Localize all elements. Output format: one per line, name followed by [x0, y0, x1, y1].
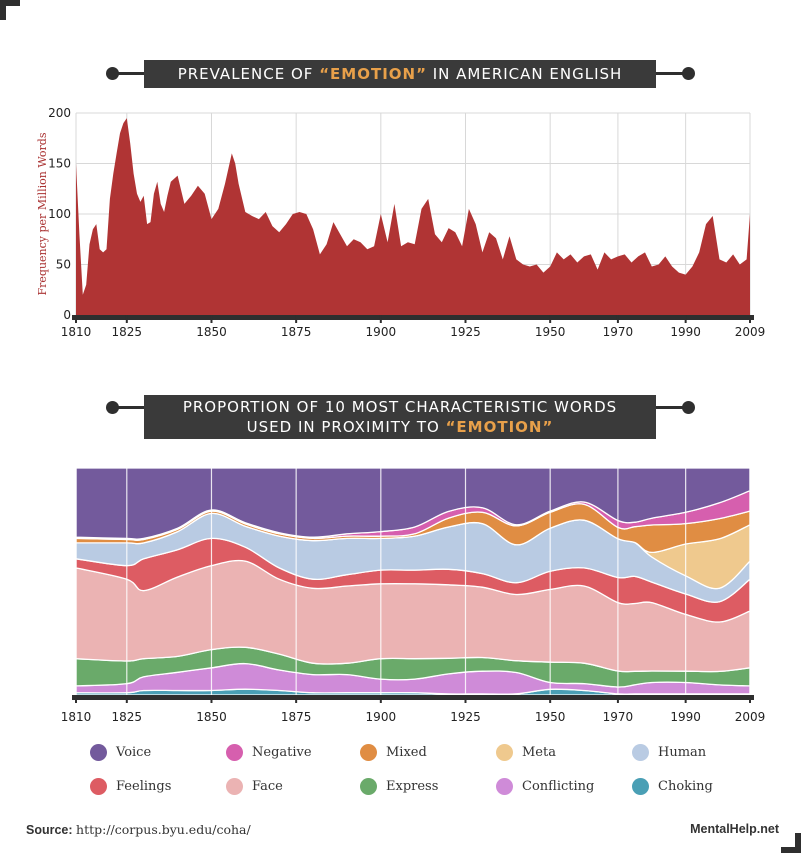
legend-label: Mixed: [386, 745, 427, 760]
legend-label: Face: [252, 779, 283, 794]
area-title-highlight: “EMOTION”: [319, 65, 427, 83]
y-axis-label: Frequency per Million Words: [36, 132, 49, 295]
legend-swatch: [496, 744, 513, 761]
source-footer: Source: http://corpus.byu.edu/coha/: [26, 822, 251, 837]
source-link[interactable]: http://corpus.byu.edu/coha/: [76, 822, 251, 837]
legend-swatch: [226, 744, 243, 761]
legend-label: Feelings: [116, 779, 172, 794]
x-tick-label: 1825: [112, 710, 143, 724]
x-tick-label: 2009: [735, 325, 766, 339]
banner-dot-left: [106, 401, 119, 414]
frequency-area: [76, 118, 750, 315]
x-tick-label: 1875: [281, 710, 312, 724]
brand-footer: MentalHelp.net: [690, 822, 779, 836]
stack-layers: [75, 467, 751, 696]
x-tick-label: 1925: [450, 710, 481, 724]
corner-bracket-top-left-vertical: [0, 0, 6, 20]
legend-label: Choking: [658, 779, 713, 794]
legend-label: Meta: [522, 745, 556, 760]
area-title-suffix: IN AMERICAN ENGLISH: [426, 65, 623, 83]
x-axis: [72, 695, 754, 700]
y-tick-label: 50: [56, 258, 71, 272]
legend-swatch: [90, 744, 107, 761]
banner-dot-right: [682, 401, 695, 414]
x-tick-label: 1970: [603, 325, 634, 339]
x-tick-label: 1950: [535, 710, 566, 724]
source-label: Source:: [26, 823, 73, 837]
y-tick-label: 0: [63, 308, 71, 322]
banner-dot-left: [106, 67, 119, 80]
corner-bracket-bottom-right-vertical: [795, 833, 801, 853]
x-tick-label: 1990: [670, 710, 701, 724]
x-tick-label: 1810: [61, 710, 92, 724]
legend-swatch: [226, 778, 243, 795]
legend-label: Negative: [252, 745, 312, 760]
x-tick-label: 1970: [603, 710, 634, 724]
stack-title-highlight: “EMOTION”: [445, 418, 554, 436]
legend-item-choking: Choking: [632, 778, 713, 795]
legend-item-express: Express: [360, 778, 438, 795]
x-tick-label: 1900: [366, 325, 397, 339]
legend-item-conflicting: Conflicting: [496, 778, 594, 795]
legend-swatch: [360, 744, 377, 761]
x-tick-label: 1950: [535, 325, 566, 339]
y-tick-label: 200: [48, 106, 71, 120]
x-tick-label: 1900: [366, 710, 397, 724]
legend-swatch: [496, 778, 513, 795]
x-axis: [72, 315, 754, 320]
banner-dot-right: [682, 67, 695, 80]
legend-label: Express: [386, 779, 439, 794]
proportion-stacked-chart: 1810 1825 1850 1875 1900 1925 1950 1970 1990 2009: [61, 467, 766, 724]
x-tick-label: 1850: [196, 325, 227, 339]
brand-name[interactable]: MentalHelp.net: [690, 822, 779, 836]
legend-label: Voice: [116, 745, 152, 760]
legend-item-feelings: Feelings: [90, 778, 171, 795]
area-chart-title: PREVALENCE OF “EMOTION” IN AMERICAN ENGL…: [144, 60, 656, 88]
legend-item-face: Face: [226, 778, 283, 795]
x-tick-label: 1990: [670, 325, 701, 339]
x-tick-label: 1875: [281, 325, 312, 339]
x-tick-label: 1925: [450, 325, 481, 339]
legend-item-negative: Negative: [226, 744, 312, 761]
x-tick-label: 1825: [112, 325, 143, 339]
area-title-prefix: PREVALENCE OF: [177, 65, 320, 83]
stack-title-line2: USED IN PROXIMITY TO “EMOTION”: [144, 417, 656, 437]
legend-swatch: [632, 744, 649, 761]
stack-chart-title: PROPORTION OF 10 MOST CHARACTERISTIC WOR…: [144, 395, 656, 439]
y-tick-label: 100: [48, 207, 71, 221]
corner-bracket-top-left: [0, 0, 20, 6]
legend-swatch: [632, 778, 649, 795]
legend-item-human: Human: [632, 744, 706, 761]
legend-item-mixed: Mixed: [360, 744, 427, 761]
stack-title-prefix: USED IN PROXIMITY TO: [246, 418, 446, 436]
legend-swatch: [360, 778, 377, 795]
corner-bracket-bottom-right: [781, 847, 801, 853]
legend-label: Conflicting: [522, 779, 595, 794]
legend-label: Human: [658, 745, 707, 760]
x-tick-label: 1850: [196, 710, 227, 724]
legend-item-voice: Voice: [90, 744, 151, 761]
legend-swatch: [90, 778, 107, 795]
stack-title-line1: PROPORTION OF 10 MOST CHARACTERISTIC WOR…: [182, 398, 618, 416]
frequency-area-chart: 0 50 100 150 200 1810 1825 1850 1875 1900 1925 1950…: [36, 106, 766, 339]
x-tick-label: 1810: [61, 325, 92, 339]
y-tick-label: 150: [48, 157, 71, 171]
x-tick-label: 2009: [735, 710, 766, 724]
legend-item-meta: Meta: [496, 744, 556, 761]
